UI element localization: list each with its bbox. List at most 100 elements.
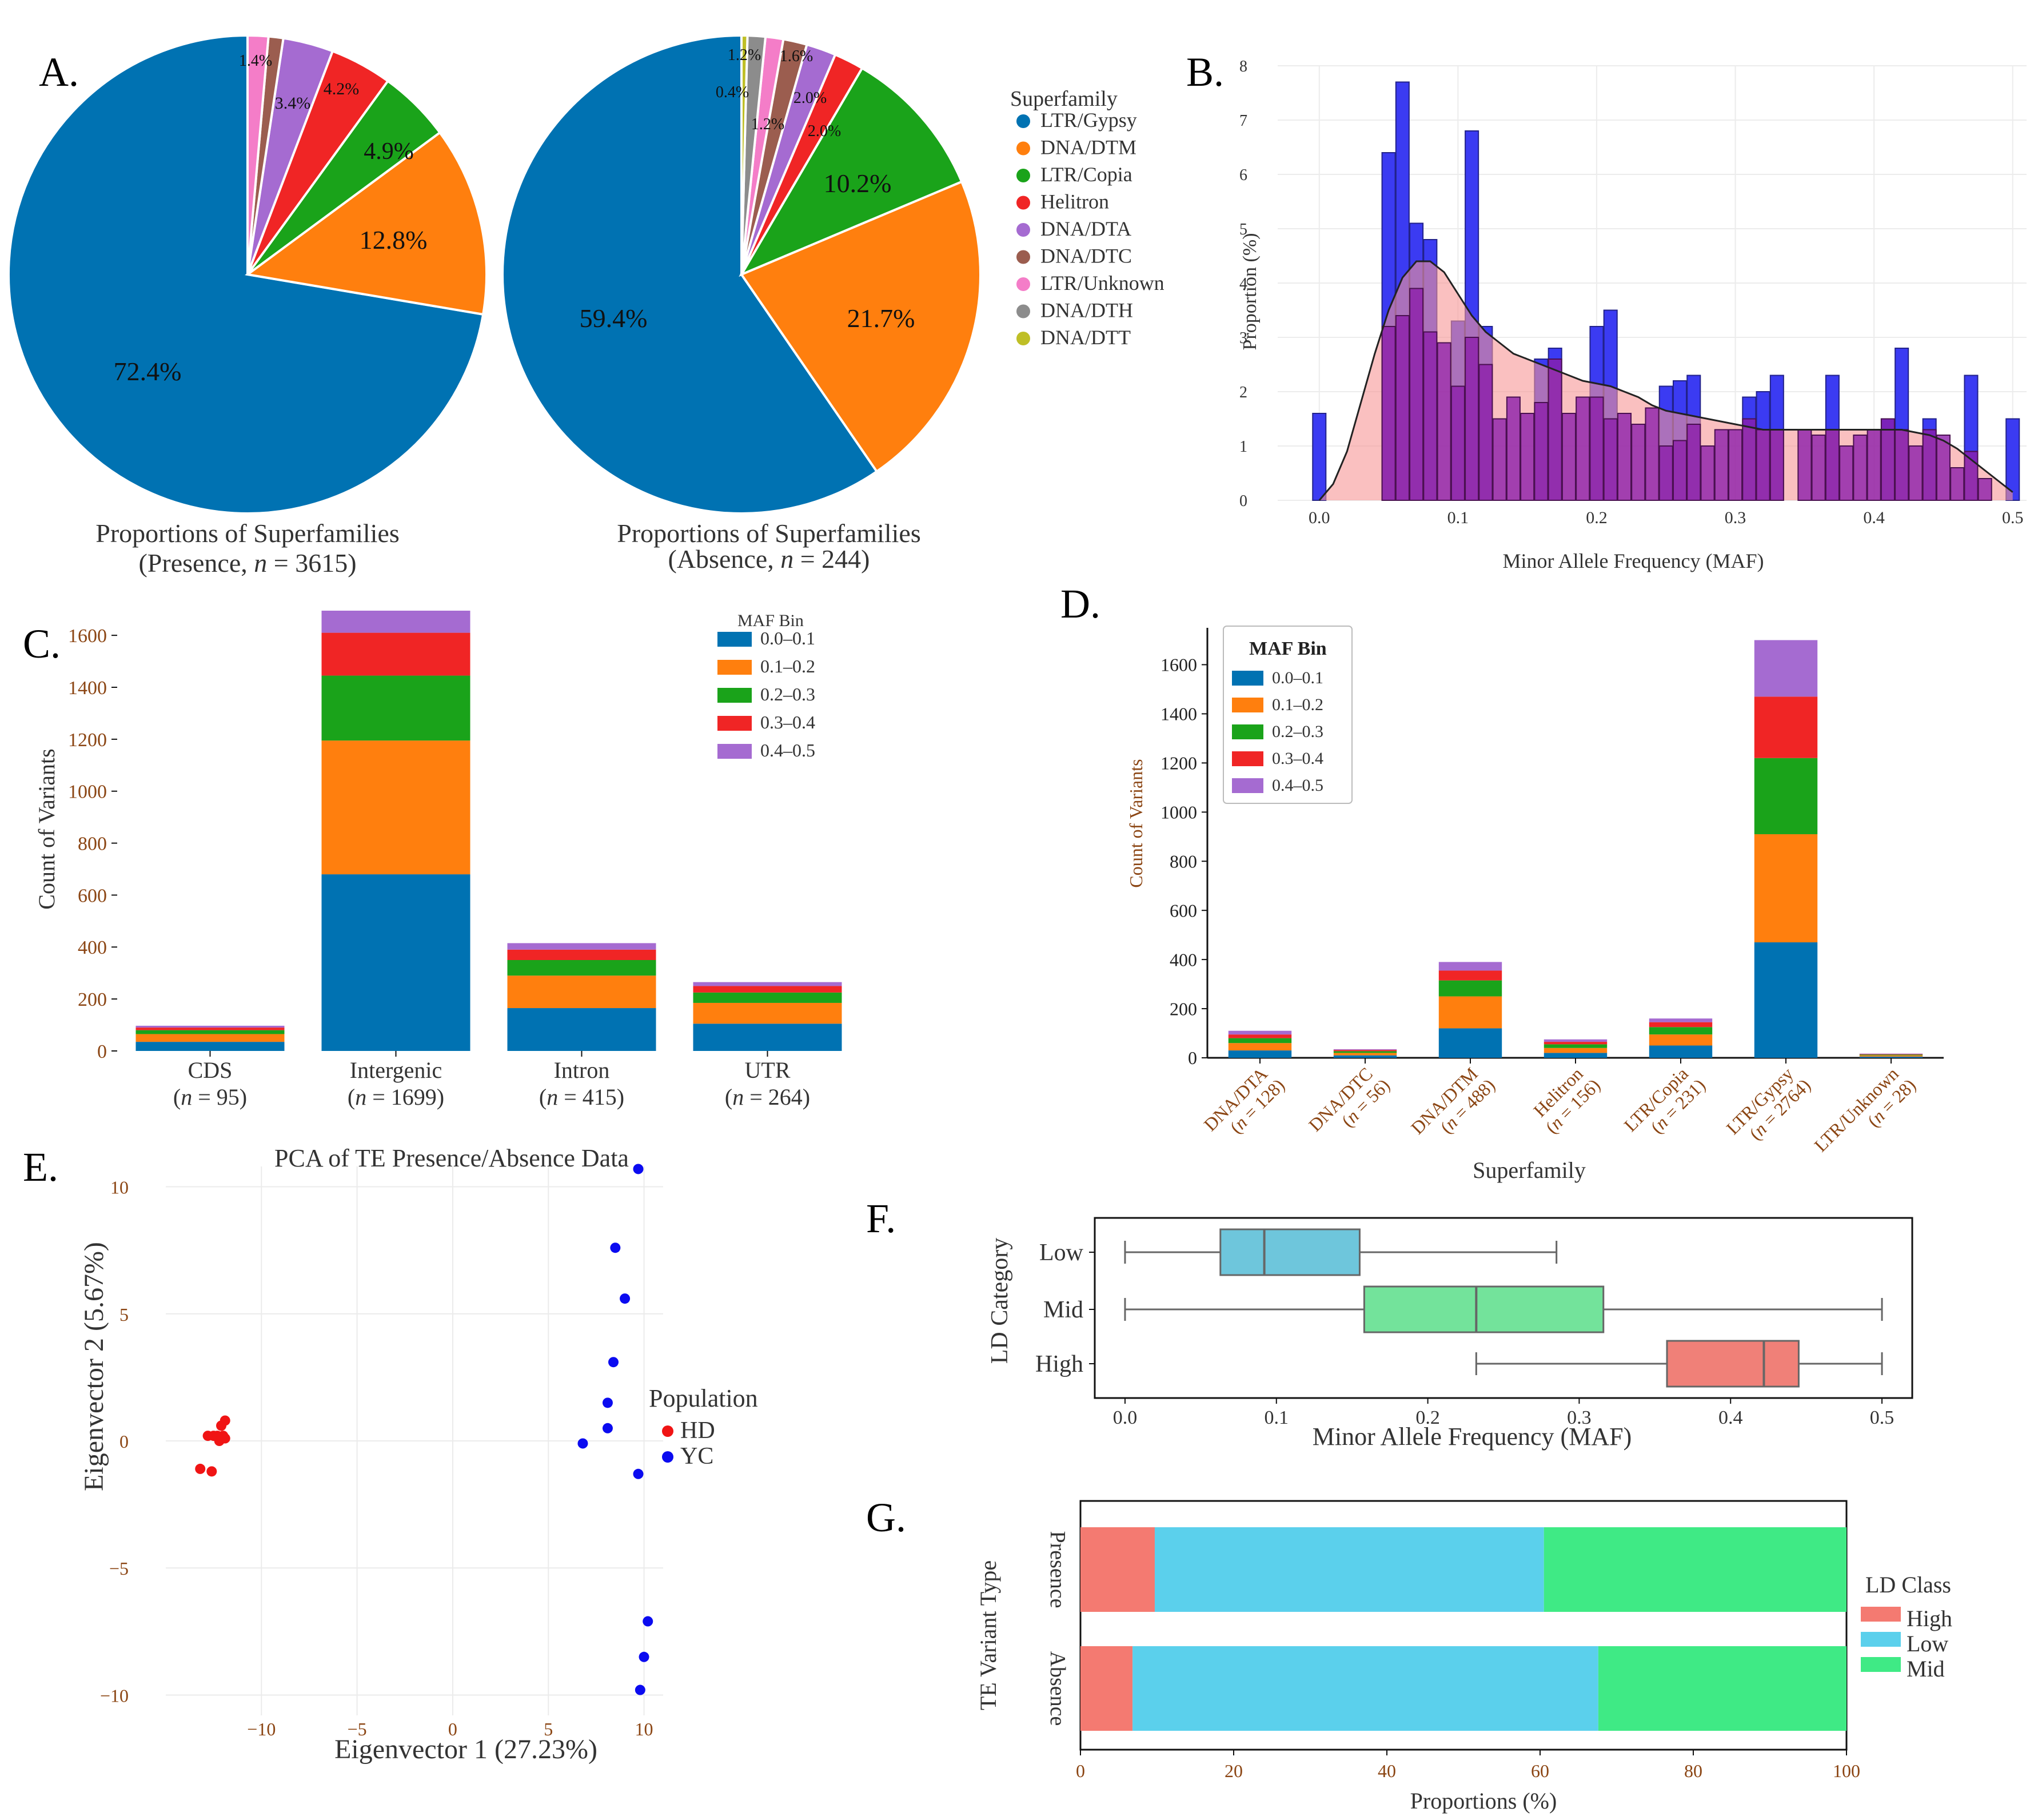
y-tick-label: 10: [110, 1177, 129, 1198]
x-tick-label: 0.2: [1586, 508, 1608, 527]
stacked-bar-segment: [693, 982, 842, 986]
region-y-label: Count of Variants: [34, 748, 59, 909]
stacked-bar-segment: [507, 975, 656, 1009]
panel-d-label: D.: [1060, 581, 1100, 627]
panel-d: D. 02004006008001000120014001600DNA/DTA(…: [1060, 581, 1944, 1183]
legend-label: 0.0–0.1: [760, 628, 815, 648]
panel-c-label: C.: [23, 621, 61, 667]
legend-dot: [1016, 114, 1030, 128]
y-tick-label: 5: [1239, 221, 1247, 238]
pie-slice-label: 4.9%: [364, 138, 414, 165]
pca-point-yc: [643, 1616, 653, 1627]
histogram-bar-absence: [1895, 429, 1909, 501]
legend-label: YC: [680, 1443, 713, 1469]
y-tick-label: 0: [119, 1431, 129, 1452]
histogram-bar-absence: [1423, 331, 1438, 501]
boxplot-x-label: Minor Allele Frequency (MAF): [1313, 1423, 1632, 1451]
y-tick-label: 200: [78, 989, 107, 1010]
stacked-bar-segment: [1333, 1053, 1397, 1056]
legend-swatch: [717, 744, 752, 759]
proportion-bar-segment: [1544, 1527, 1846, 1612]
y-tick-label: 3: [1239, 329, 1247, 347]
x-tick-label: 0.1: [1447, 508, 1469, 527]
histogram-bar-absence: [1631, 424, 1646, 501]
histogram-bar-absence: [1645, 407, 1660, 501]
pie-absence-title: Proportions of Superfamilies: [617, 519, 921, 548]
histogram-bar-absence: [1825, 429, 1840, 501]
legend-swatch: [1232, 671, 1263, 686]
legend-label: 0.3–0.4: [760, 712, 815, 732]
y-tick-label: 400: [1170, 949, 1197, 970]
stacked-bar-segment: [1754, 696, 1818, 758]
pie-slice-label: 10.2%: [824, 169, 892, 198]
stacked-bar-segment: [1859, 1054, 1923, 1056]
superfamily-legend-title: MAF Bin: [1249, 638, 1327, 659]
y-tick-label: −10: [100, 1685, 129, 1706]
proportion-bar-segment: [1080, 1527, 1155, 1612]
stacked-bar-segment: [693, 1002, 842, 1024]
pca-point-yc: [633, 1468, 644, 1479]
legend-swatch: [1232, 751, 1263, 766]
pie-slice-label: 3.4%: [275, 94, 311, 113]
superfamily-legend-title: Superfamily: [1010, 87, 1118, 111]
histogram-bar-absence: [1589, 396, 1604, 501]
stacked-bar-segment: [321, 632, 470, 676]
legend-swatch: [1232, 698, 1263, 712]
legend-label: DNA/DTA: [1040, 217, 1131, 240]
stacked-bar-segment: [1228, 1043, 1292, 1051]
legend-dot: [1016, 223, 1030, 237]
stacked-bar-segment: [1544, 1044, 1608, 1048]
legend-dot: [1016, 196, 1030, 210]
legend-swatch: [1232, 778, 1263, 793]
pca-scatter: −10 −5 0 5 10 −10 −5 0 5 10: [100, 1164, 663, 1739]
stacked-bar-segment: [321, 740, 470, 875]
panel-b: B. 0 1 2 3 4 5 6 7 8 0.0 0.1 0.2 0.3 0.4 0.5 Minor All…: [1186, 49, 2027, 572]
y-tick-label: 800: [78, 833, 107, 854]
proportion-bar-segment: [1598, 1646, 1846, 1731]
legend-label: 0.4–0.5: [1272, 776, 1323, 795]
panel-e-label: E.: [23, 1144, 58, 1190]
histogram-bar-absence: [1561, 413, 1576, 501]
category-label: Intron: [554, 1057, 610, 1083]
stacked-bar-segment: [321, 874, 470, 1051]
x-tick-label: 0.3: [1567, 1407, 1592, 1428]
histogram-bar-absence: [1867, 429, 1881, 501]
histogram-bar-absence: [1908, 445, 1923, 501]
stacked-bar-segment: [1438, 970, 1502, 981]
legend-dot: [1016, 277, 1030, 291]
pie-slice-label: 2.0%: [808, 122, 841, 140]
ld-proportion-y-label: TE Variant Type: [975, 1560, 1001, 1710]
histogram-bar-absence: [1450, 385, 1465, 501]
pie-slice-label: 72.4%: [114, 357, 182, 386]
histogram-bar-absence: [1742, 418, 1757, 501]
y-tick-label: 600: [78, 885, 107, 906]
box-high: [1666, 1340, 1800, 1388]
legend-label: Mid: [1907, 1656, 1945, 1682]
x-tick-label: 0: [1076, 1761, 1085, 1781]
histogram-bar-absence: [1437, 342, 1451, 501]
y-tick-label: Low: [1039, 1240, 1084, 1266]
stacked-bar-segment: [135, 1034, 285, 1042]
stacked-bar-segment: [693, 986, 842, 993]
y-tick-label: 800: [1170, 851, 1197, 871]
proportion-bar-segment: [1154, 1527, 1544, 1612]
pca-point-hd: [206, 1466, 217, 1477]
category-label: Intergenic: [350, 1057, 442, 1083]
pca-point-yc: [633, 1164, 644, 1174]
pca-point-yc: [635, 1684, 645, 1695]
histogram-bar-absence: [1839, 445, 1854, 501]
legend-swatch: [1861, 1657, 1901, 1672]
x-tick-label: −10: [247, 1719, 276, 1739]
x-tick-label: 0.5: [2002, 508, 2024, 527]
legend-label: LTR/Unknown: [1040, 272, 1164, 294]
pie-slice-dna-dtt: [740, 34, 749, 275]
stacked-bar-segment: [1649, 1034, 1713, 1046]
pie-slice-label: 12.8%: [360, 225, 428, 254]
x-tick-label: 40: [1378, 1761, 1396, 1781]
y-tick-label: 4: [1239, 275, 1247, 293]
histogram-bar-presence: [1312, 413, 1327, 501]
stacked-bar-segment: [1228, 1034, 1292, 1038]
